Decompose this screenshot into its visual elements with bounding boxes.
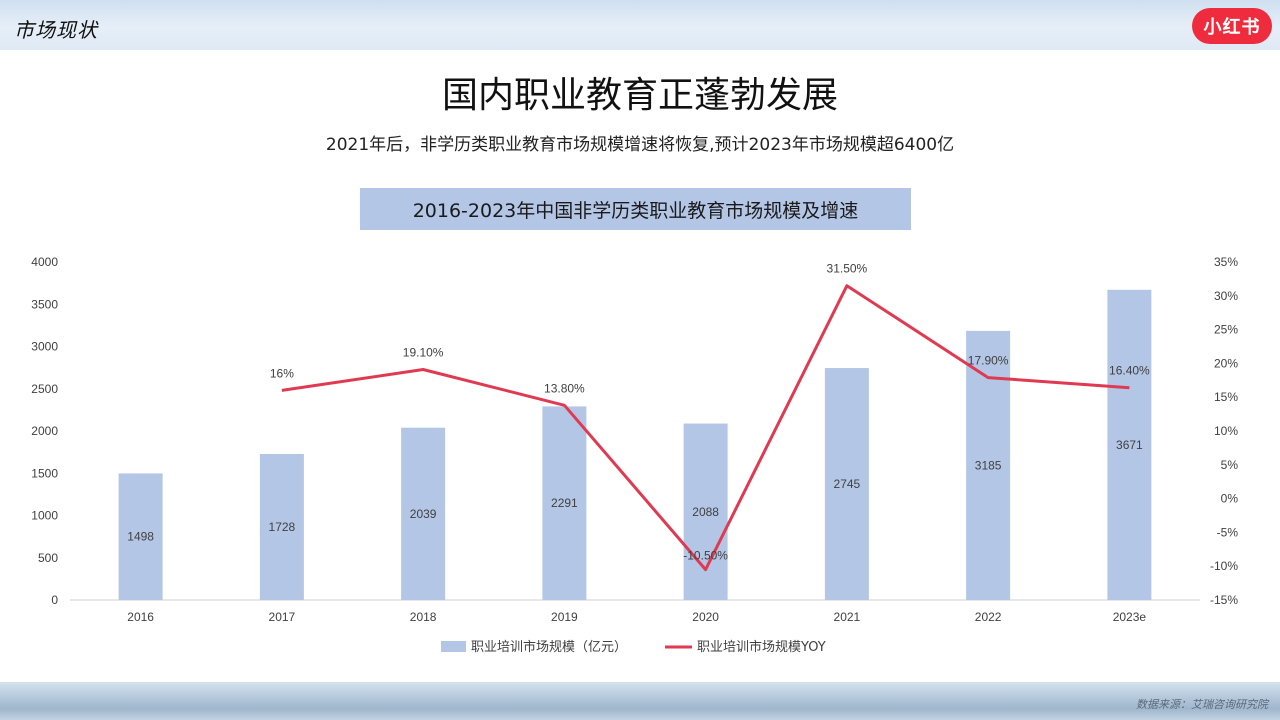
y-right-tick-label: 5%: [1221, 458, 1239, 472]
bar: [401, 427, 446, 600]
bar: [1107, 289, 1152, 600]
header-band: 市场现状 小红书: [0, 0, 1280, 50]
page-title: 国内职业教育正蓬勃发展: [441, 75, 838, 116]
x-tick-label: 2018: [410, 610, 437, 624]
bar-value-label: 2039: [410, 507, 437, 521]
section-tag: 市场现状: [14, 18, 98, 42]
bar-value-label: 2291: [551, 496, 578, 510]
bar-value-label: 3671: [1116, 438, 1143, 452]
yoy-value-label: 17.90%: [968, 354, 1009, 368]
chart-title: 2016-2023年中国非学历类职业教育市场规模及增速: [360, 188, 911, 230]
yoy-value-label: -10.50%: [683, 549, 728, 563]
legend-label-bar: 职业培训市场规模（亿元）: [471, 639, 627, 655]
bar: [118, 473, 163, 600]
x-tick-label: 2020: [692, 610, 719, 624]
y-right-tick-label: 15%: [1214, 390, 1238, 404]
bar-value-label: 2745: [834, 477, 861, 491]
yoy-value-label: 16%: [270, 366, 294, 380]
x-tick-label: 2023e: [1113, 610, 1147, 624]
y-left-tick-label: 3000: [31, 340, 58, 354]
x-tick-label: 2021: [834, 610, 861, 624]
bar: [824, 368, 869, 600]
bar-value-label: 3185: [975, 458, 1002, 472]
y-left-tick-label: 0: [51, 593, 58, 607]
x-tick-label: 2016: [127, 610, 154, 624]
x-tick-label: 2017: [269, 610, 296, 624]
y-right-tick-label: -5%: [1217, 525, 1239, 539]
legend-swatch-bar: [441, 641, 466, 652]
y-right-tick-label: -10%: [1210, 559, 1238, 573]
y-right-tick-label: 0%: [1221, 492, 1239, 506]
y-right-tick-label: 20%: [1214, 356, 1238, 370]
x-tick-label: 2022: [975, 610, 1002, 624]
y-right-tick-label: 25%: [1214, 323, 1238, 337]
y-left-tick-label: 1000: [31, 509, 58, 523]
y-left-tick-label: 2000: [31, 424, 58, 438]
source-note: 数据来源：艾瑞咨询研究院: [1136, 698, 1268, 711]
y-left-tick-label: 4000: [31, 255, 58, 269]
brand-logo: 小红书: [1192, 8, 1272, 44]
y-left-tick-label: 2500: [31, 382, 58, 396]
bar: [966, 330, 1011, 600]
y-left-tick-label: 500: [38, 551, 58, 565]
page-subtitle: 2021年后，非学历类职业教育市场规模增速将恢复,预计2023年市场规模超640…: [325, 135, 955, 155]
y-right-tick-label: 35%: [1214, 255, 1238, 269]
yoy-line: [281, 284, 1130, 572]
yoy-value-label: 19.10%: [403, 345, 444, 359]
bar: [542, 406, 587, 600]
bar-value-label: 1498: [127, 530, 154, 544]
yoy-value-label: 31.50%: [827, 262, 868, 276]
yoy-value-label: 13.80%: [544, 381, 585, 395]
footer-band: 数据来源：艾瑞咨询研究院: [0, 682, 1280, 720]
legend-label-line: 职业培训市场规模YOY: [697, 639, 826, 655]
bar-value-label: 2088: [692, 505, 719, 519]
yoy-value-label: 16.40%: [1109, 364, 1150, 378]
combo-chart: 0 500 1000 1500 2000 2500 3000 3500 4000 -15% -10%…: [31, 255, 1239, 655]
y-left-tick-label: 1500: [31, 466, 58, 480]
bar: [259, 453, 304, 600]
bar-value-label: 1728: [269, 520, 296, 534]
y-left-tick-label: 3500: [31, 297, 58, 311]
x-tick-label: 2019: [551, 610, 578, 624]
y-right-tick-label: 30%: [1214, 289, 1238, 303]
y-right-tick-label: -15%: [1210, 593, 1238, 607]
y-right-tick-label: 10%: [1214, 424, 1238, 438]
